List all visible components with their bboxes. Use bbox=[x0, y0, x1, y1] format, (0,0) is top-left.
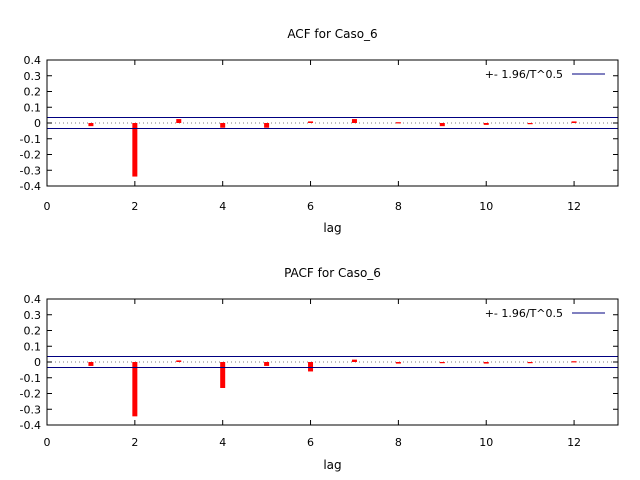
acf-bar bbox=[308, 121, 314, 123]
pacf-bar bbox=[395, 362, 401, 364]
acf-bar bbox=[439, 123, 445, 127]
pacf-bar bbox=[571, 361, 577, 363]
acf-ytick-label: 0.3 bbox=[24, 70, 42, 83]
pacf-ytick-label: -0.1 bbox=[20, 372, 41, 385]
acf-ytick-label: -0.1 bbox=[20, 133, 41, 146]
acf-bar bbox=[220, 123, 226, 128]
pacf-ytick-label: 0 bbox=[34, 356, 41, 369]
pacf-title: PACF for Caso_6 bbox=[284, 266, 381, 280]
acf-plot-frame bbox=[46, 59, 619, 187]
pacf-bar bbox=[264, 362, 270, 366]
pacf-xtick-label: 2 bbox=[131, 436, 138, 449]
acf-ytick-label: -0.2 bbox=[20, 149, 41, 162]
acf-ytick-label: 0.1 bbox=[24, 101, 42, 114]
acf-ytick-label: -0.3 bbox=[20, 164, 41, 177]
acf-ytick-label: -0.4 bbox=[20, 180, 41, 193]
acf-xtick-label: 2 bbox=[131, 200, 138, 213]
pacf-ytick-label: -0.3 bbox=[20, 403, 41, 416]
pacf-xtick-label: 8 bbox=[395, 436, 402, 449]
acf-bar bbox=[351, 119, 357, 123]
pacf-xtick-label: 4 bbox=[219, 436, 226, 449]
acf-xtick-label: 4 bbox=[219, 200, 226, 213]
pacf-ytick-label: 0.2 bbox=[24, 325, 42, 338]
pacf-ytick-label: 0.4 bbox=[24, 293, 42, 306]
pacf-bar bbox=[527, 362, 533, 364]
pacf-bar bbox=[220, 362, 226, 388]
acf-bar bbox=[264, 123, 270, 128]
pacf-bar bbox=[176, 360, 182, 362]
pacf-panel: PACF for Caso_6 -0.4 -0.3 -0.2 -0.1 0 0.1 0.2 0.… bbox=[20, 266, 619, 472]
pacf-legend-label: +- 1.96/T^0.5 bbox=[485, 307, 563, 320]
pacf-ytick-label: -0.2 bbox=[20, 388, 41, 401]
acf-xtick-label: 0 bbox=[44, 200, 51, 213]
acf-panel: ACF for Caso_6 -0.4 -0.3 -0.2 -0.1 0 0.1 0.2 0.3… bbox=[20, 27, 619, 235]
acf-bar bbox=[483, 123, 489, 125]
acf-ytick-label: 0 bbox=[34, 117, 41, 130]
pacf-bar bbox=[483, 362, 489, 364]
acf-bar bbox=[571, 121, 577, 123]
acf-bar bbox=[132, 123, 138, 177]
pacf-plot-frame bbox=[46, 298, 619, 426]
pacf-xtick-label: 6 bbox=[307, 436, 314, 449]
acf-bar bbox=[527, 123, 533, 125]
pacf-bar bbox=[308, 362, 314, 372]
acf-xtick-label: 8 bbox=[395, 200, 402, 213]
acf-bar bbox=[395, 122, 401, 124]
acf-bar bbox=[176, 119, 182, 123]
pacf-xtick-label: 12 bbox=[567, 436, 581, 449]
acf-legend-label: +- 1.96/T^0.5 bbox=[485, 68, 563, 81]
acf-xtick-label: 10 bbox=[479, 200, 493, 213]
acf-ytick-label: 0.2 bbox=[24, 86, 42, 99]
pacf-bar bbox=[439, 362, 445, 364]
pacf-bar bbox=[351, 359, 357, 362]
pacf-ytick-label: 0.1 bbox=[24, 340, 42, 353]
pacf-xtick-label: 10 bbox=[479, 436, 493, 449]
acf-xtick-label: 12 bbox=[567, 200, 581, 213]
pacf-ytick-label: -0.4 bbox=[20, 419, 41, 432]
acf-xtick-label: 6 bbox=[307, 200, 314, 213]
pacf-xlabel: lag bbox=[323, 458, 341, 472]
pacf-xtick-label: 0 bbox=[44, 436, 51, 449]
acf-ytick-label: 0.4 bbox=[24, 54, 42, 67]
acf-xlabel: lag bbox=[323, 221, 341, 235]
pacf-bar bbox=[88, 362, 94, 366]
pacf-bar bbox=[132, 362, 138, 417]
acf-title: ACF for Caso_6 bbox=[287, 27, 377, 41]
pacf-ytick-label: 0.3 bbox=[24, 309, 42, 322]
acf-bar bbox=[88, 123, 94, 127]
